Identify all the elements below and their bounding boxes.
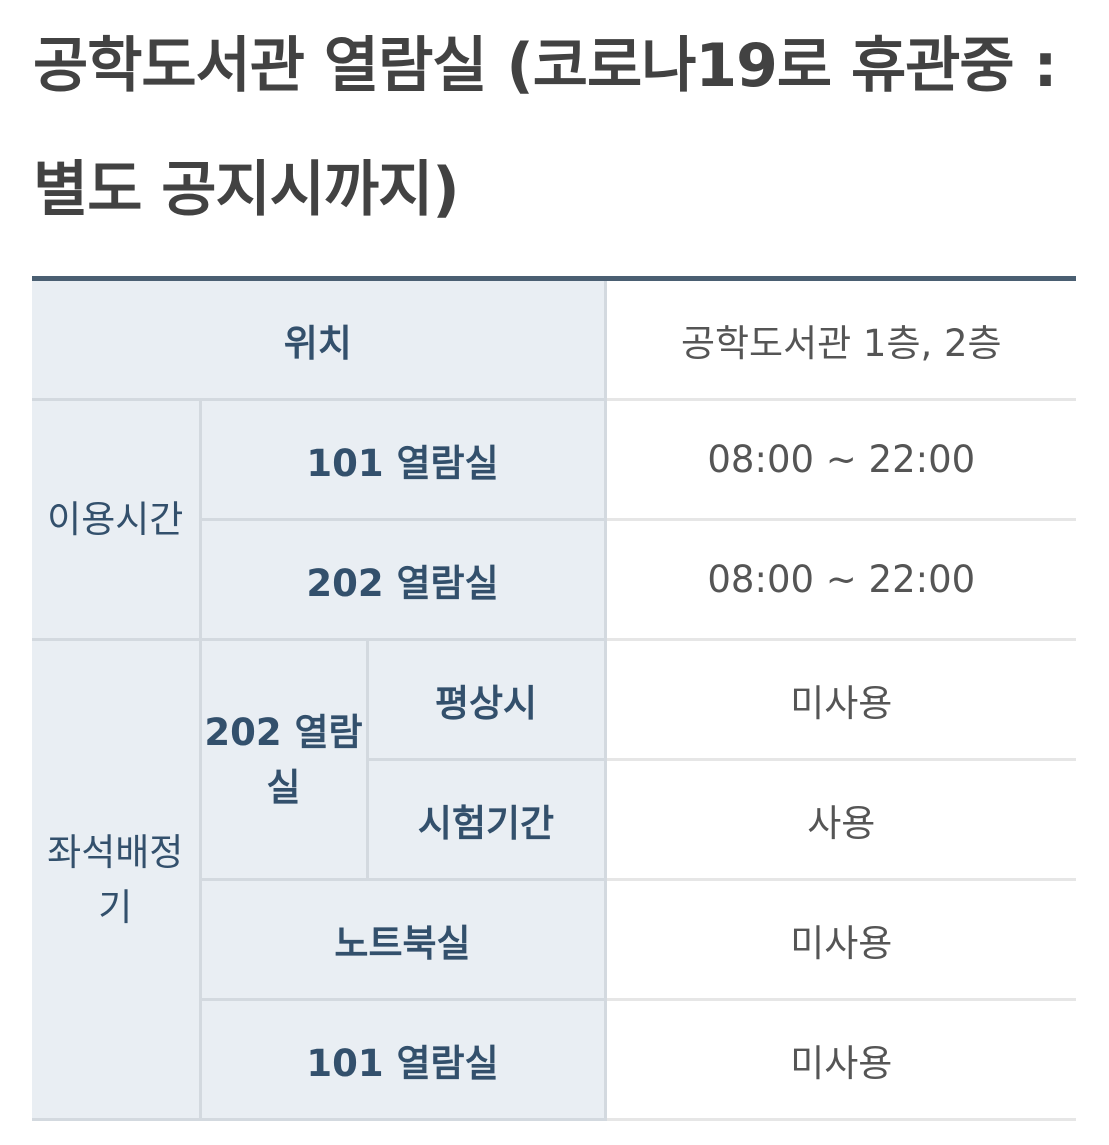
- seating-room-label: 노트북실: [200, 879, 607, 1001]
- reading-room-info-table: 위치 공학도서관 1층, 2층 이용시간 101 열람실 08:00 ~ 22:…: [32, 276, 1077, 1121]
- seating-room202-label: 202 열람실: [200, 639, 369, 881]
- table-row: 노트북실 미사용: [32, 879, 1077, 1001]
- table-row: 이용시간 101 열람실 08:00 ~ 22:00: [32, 399, 1077, 641]
- seating-value: 미사용: [605, 639, 1077, 761]
- table-row: 위치 공학도서관 1층, 2층: [32, 278, 1077, 401]
- hours-value: 08:00 ~ 22:00: [605, 519, 1077, 641]
- seating-period-label: 평상시: [367, 639, 607, 761]
- hours-label: 이용시간: [32, 399, 202, 641]
- hours-room-label: 101 열람실: [200, 399, 607, 521]
- seating-value: 미사용: [605, 999, 1077, 1121]
- seating-room-label: 101 열람실: [200, 999, 607, 1121]
- hours-value: 08:00 ~ 22:00: [605, 399, 1077, 521]
- table-row: 좌석배정기 202 열람실 평상시 미사용: [32, 639, 1077, 1121]
- table-row: 시험기간 사용: [32, 759, 1077, 881]
- seating-label: 좌석배정기: [32, 639, 202, 1121]
- seating-value: 사용: [605, 759, 1077, 881]
- seating-value: 미사용: [605, 879, 1077, 1001]
- table-row: 101 열람실 미사용: [32, 999, 1077, 1121]
- page-title: 공학도서관 열람실 (코로나19로 휴관중 : 별도 공지시까지): [33, 31, 1057, 225]
- table-row: 202 열람실 08:00 ~ 22:00: [32, 519, 1077, 641]
- location-value: 공학도서관 1층, 2층: [605, 278, 1077, 401]
- hours-room-label: 202 열람실: [200, 519, 607, 641]
- location-label: 위치: [32, 278, 607, 401]
- seating-period-label: 시험기간: [367, 759, 607, 881]
